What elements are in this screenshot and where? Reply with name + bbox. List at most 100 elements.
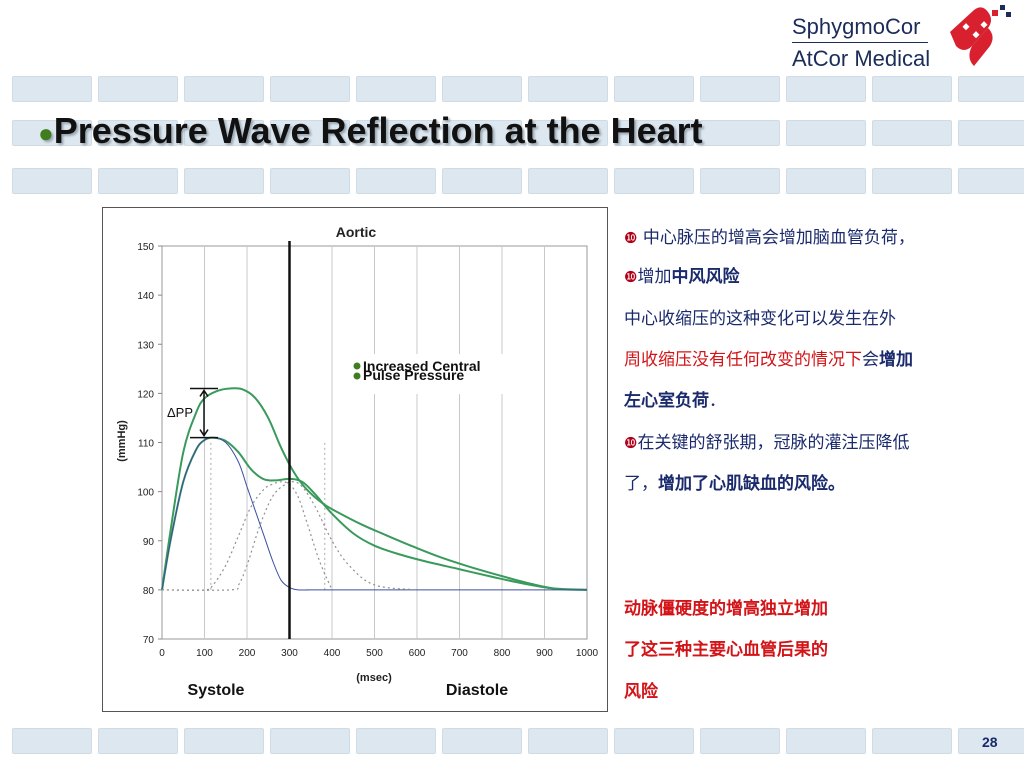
point-1: ❿ 中心脉压的增高会增加脑血管负荷， <box>624 226 1014 250</box>
conclusion-line-1: 动脉僵硬度的增高独立增加 <box>624 599 828 619</box>
background-tile <box>614 168 694 194</box>
x-tick-label: 400 <box>324 648 341 659</box>
x-axis-label: (msec) <box>356 672 392 684</box>
background-tile <box>442 168 522 194</box>
background-tile <box>98 76 178 102</box>
x-tick-label: 500 <box>366 648 383 659</box>
background-tile <box>958 76 1024 102</box>
x-tick-label: 800 <box>494 648 511 659</box>
background-tile <box>184 120 264 146</box>
logo-line2: AtCor Medical <box>792 46 931 71</box>
x-tick-label: 700 <box>451 648 468 659</box>
axis-layer: 0 100 200 300 400 500 600 700 800 900 1000 70 80 90 10… <box>137 242 598 659</box>
x-tick-label: 600 <box>409 648 426 659</box>
y-tick-label: 80 <box>143 586 155 597</box>
background-tile <box>184 168 264 194</box>
overlay-layer <box>190 241 291 639</box>
delta-arrow-down-icon <box>199 429 209 437</box>
background-tile <box>700 76 780 102</box>
background-tile <box>356 168 436 194</box>
background-tile <box>958 120 1024 146</box>
y-tick-label: 130 <box>137 340 154 351</box>
background-tile <box>872 120 952 146</box>
series-line-5 <box>161 481 418 591</box>
point-2-text-b: 中风风险 <box>671 267 740 287</box>
background-tile <box>98 728 178 754</box>
background-tile <box>12 120 92 146</box>
point-1-text: 中心脉压的增高会增加脑血管负荷， <box>637 228 915 248</box>
background-tile <box>872 168 952 194</box>
y-tick-label: 70 <box>143 635 155 646</box>
aortic-pressure-chart: 0 100 200 300 400 500 600 700 800 900 1000 70 80 90 10… <box>116 224 599 699</box>
legend-label-2: Pulse Pressure <box>363 367 464 383</box>
background-tile <box>786 76 866 102</box>
point-2-number-icon: ❿ <box>624 268 638 286</box>
heart-logo-icon <box>950 5 1011 66</box>
para-line-3: 左心室负荷． <box>624 389 1014 413</box>
y-tick-label: 90 <box>143 537 155 548</box>
background-tile <box>442 76 522 102</box>
y-tick-label: 140 <box>137 291 154 302</box>
logo-divider <box>792 42 928 43</box>
background-tile <box>12 76 92 102</box>
background-tile <box>872 76 952 102</box>
background-tile <box>356 120 436 146</box>
para-line-1: 中心收缩压的这种变化可以发生在外 <box>624 309 896 329</box>
diastole-label: Diastole <box>446 682 508 699</box>
point-2-text-a: 增加 <box>637 267 672 287</box>
legend-box <box>343 354 527 394</box>
background-tile <box>700 120 780 146</box>
x-tick-label: 300 <box>281 648 298 659</box>
background-tile <box>614 120 694 146</box>
y-tick-label: 120 <box>137 389 154 400</box>
x-tick-label: 200 <box>239 648 256 659</box>
x-tick-label: 0 <box>159 648 165 659</box>
footer-tile-band <box>0 726 1024 768</box>
conclusion-line-3: 风险 <box>624 682 658 702</box>
para-line-2-b: 会 <box>862 350 879 370</box>
systole-label: Systole <box>188 682 245 699</box>
background-tile <box>614 728 694 754</box>
x-tick-label: 1000 <box>576 648 599 659</box>
background-tile <box>12 728 92 754</box>
background-tile <box>614 76 694 102</box>
title-bullet: ● <box>38 117 54 148</box>
background-tile <box>184 728 264 754</box>
header-tile-band <box>0 72 1024 202</box>
background-tile <box>270 76 350 102</box>
point-3-line-2-a: 了， <box>624 474 658 494</box>
para-line-3-text: 左心室负荷 <box>624 391 709 411</box>
point-3-line-2: 了，增加了心肌缺血的风险。 <box>624 472 1014 496</box>
background-tile <box>270 168 350 194</box>
para-line-2: 周收缩压没有任何改变的情况下会增加 <box>624 348 1014 372</box>
point-3-line-1: ❿在关键的舒张期，冠脉的灌注压降低 <box>624 431 1014 455</box>
background-tile <box>98 120 178 146</box>
background-tile <box>356 76 436 102</box>
series-layer <box>161 387 588 591</box>
x-tick-label: 100 <box>196 648 213 659</box>
background-tile <box>958 168 1024 194</box>
point-3-line-2-b: 增加了心肌缺血的风险。 <box>658 474 845 494</box>
x-tick-label: 900 <box>536 648 553 659</box>
page-title: ●Pressure Wave Reflection at the Heart <box>38 110 703 152</box>
delta-arrow-up-icon <box>199 389 209 397</box>
background-tile <box>700 168 780 194</box>
para-line-3-end: ． <box>709 391 726 411</box>
page-number: 28 <box>982 734 998 750</box>
delta-pp-label: ΔPP <box>167 405 193 420</box>
y-tick-label: 100 <box>137 488 154 499</box>
background-tile <box>528 76 608 102</box>
y-axis-label: (mmHg) <box>116 420 128 462</box>
background-tile <box>786 168 866 194</box>
background-tile <box>184 76 264 102</box>
para-line-2-a: 周收缩压没有任何改变的情况下 <box>624 350 862 370</box>
background-tile <box>270 728 350 754</box>
point-3-text: 在关键的舒张期，冠脉的灌注压降低 <box>637 433 910 453</box>
point-2: ❿增加中风风险 <box>624 265 1014 289</box>
legend-label-1: Increased Central <box>363 358 481 374</box>
background-tile <box>12 168 92 194</box>
logo-line1: SphygmoCor <box>792 14 921 39</box>
background-tile <box>528 168 608 194</box>
aortic-chart-frame: 0 100 200 300 400 500 600 700 800 900 1000 70 80 90 10… <box>102 207 608 712</box>
legend-marker-2 <box>353 372 361 380</box>
